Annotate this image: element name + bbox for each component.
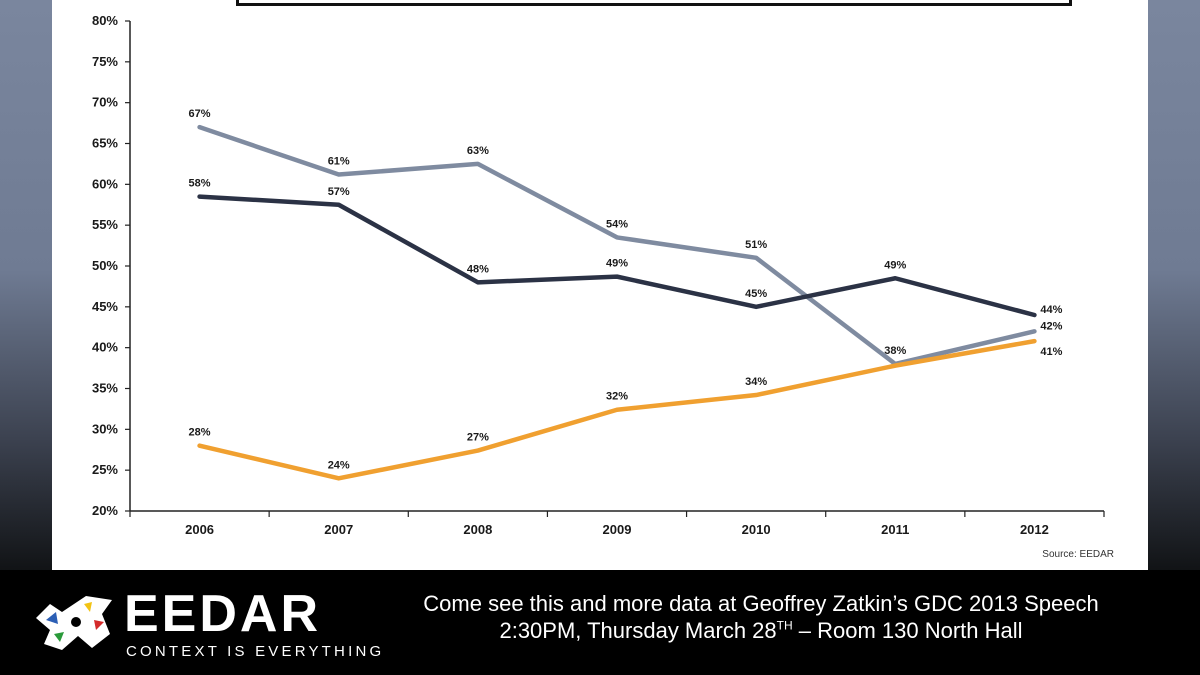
series-line-0 <box>197 124 1037 367</box>
legend-box <box>236 0 1072 6</box>
y-tick-label: 50% <box>92 258 118 273</box>
y-tick-label: 35% <box>92 381 118 396</box>
y-tick-label: 75% <box>92 54 118 69</box>
data-label: 49% <box>606 258 628 270</box>
data-label: 57% <box>328 186 350 198</box>
y-tick-label: 65% <box>92 136 118 151</box>
x-tick-label: 2006 <box>185 522 214 537</box>
x-tick-label: 2007 <box>324 522 353 537</box>
brand-tagline: CONTEXT IS EVERYTHING <box>126 643 385 660</box>
series-line-1 <box>197 194 1037 318</box>
data-label: 45% <box>745 288 767 300</box>
data-label: 34% <box>745 376 767 388</box>
data-label: 63% <box>467 145 489 157</box>
data-label: 51% <box>745 239 767 251</box>
data-label: 32% <box>606 391 628 403</box>
footer-banner: EEDAR CONTEXT IS EVERYTHING Come see thi… <box>0 570 1200 675</box>
y-tick-label: 30% <box>92 421 118 436</box>
data-label: 42% <box>1040 320 1062 332</box>
x-tick-label: 2008 <box>463 522 492 537</box>
y-tick-label: 55% <box>92 217 118 232</box>
chart-panel: 20% 25% 30% 35% 40% 45% 50% 55% 60% 65% 70% 75% 80% 2… <box>52 0 1148 570</box>
y-tick-label: 25% <box>92 462 118 477</box>
controller-logo-icon <box>36 596 112 650</box>
data-label: 24% <box>328 459 350 471</box>
series-line-2 <box>197 338 1037 481</box>
eedar-logo: EEDAR CONTEXT IS EVERYTHING <box>32 584 381 664</box>
data-label: 41% <box>1040 346 1062 358</box>
data-label: 67% <box>189 108 211 120</box>
data-label: 54% <box>606 218 628 230</box>
y-tick-label: 20% <box>92 503 118 518</box>
y-tick-label: 40% <box>92 340 118 355</box>
promo-line-1: Come see this and more data at Geoffrey … <box>423 591 1099 616</box>
promo-text: Come see this and more data at Geoffrey … <box>376 590 1146 644</box>
data-label: 27% <box>467 432 489 444</box>
promo-line-2: 2:30PM, Thursday March 28TH – Room 130 N… <box>499 618 1023 643</box>
x-tick-label: 2009 <box>603 522 632 537</box>
data-label: 58% <box>189 178 211 190</box>
data-label: 28% <box>189 427 211 439</box>
y-tick-label: 45% <box>92 299 118 314</box>
source-note: Source: EEDAR <box>1042 549 1114 560</box>
data-label: 44% <box>1040 304 1062 316</box>
data-label: 38% <box>884 345 906 357</box>
x-tick-label: 2012 <box>1020 522 1049 537</box>
x-tick-label: 2011 <box>881 522 909 537</box>
data-label: 48% <box>467 263 489 275</box>
x-tick-label: 2010 <box>742 522 771 537</box>
line-chart: 20% 25% 30% 35% 40% 45% 50% 55% 60% 65% 70% 75% 80% 2… <box>92 13 1105 537</box>
data-label: 49% <box>884 259 906 271</box>
brand-name: EEDAR <box>124 585 322 643</box>
y-tick-label: 60% <box>92 176 118 191</box>
y-tick-label: 70% <box>92 95 118 110</box>
data-label: 61% <box>328 156 350 168</box>
y-tick-label: 80% <box>92 13 118 28</box>
